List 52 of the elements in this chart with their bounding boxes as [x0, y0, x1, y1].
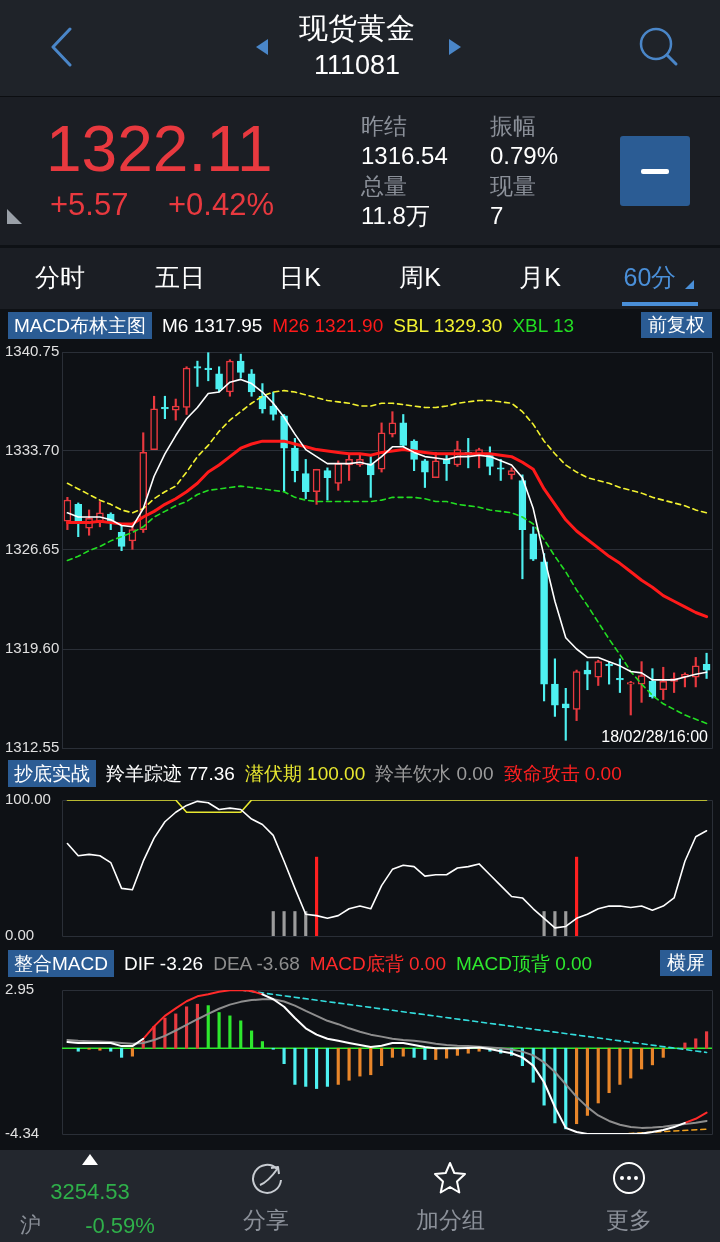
text: 致命攻击 0.00 — [503, 762, 622, 784]
y-tick-label: 1326.65 — [5, 540, 60, 558]
text: 日K — [279, 263, 321, 292]
text: MACD底背 0.00 — [309, 952, 446, 974]
y-tick-label: 2.95 — [5, 980, 35, 998]
chart-title: 整合MACD — [8, 949, 114, 977]
series-label: 潜伏期 100.00 — [244, 762, 366, 784]
text: XBL 13 — [512, 314, 575, 336]
text: 分享 — [243, 1207, 289, 1234]
text: 3254.53 — [50, 1179, 130, 1205]
text: 60分 — [623, 263, 677, 292]
text: 1322.11 — [46, 113, 273, 187]
text: M26 1321.90 — [272, 314, 384, 336]
text: 7 — [490, 202, 504, 230]
text: 前复权 — [641, 312, 712, 338]
text: DIF -3.26 — [123, 952, 204, 974]
text: +5.57 — [50, 187, 129, 223]
text: M6 1317.95 — [161, 314, 263, 336]
y-tick-label: 0.00 — [5, 926, 35, 944]
text: 11.8万 — [361, 202, 430, 230]
text: 羚羊饮水 0.00 — [375, 762, 494, 784]
text: 横屏 — [660, 950, 712, 976]
text: 振幅 — [490, 113, 536, 140]
text: 总量 — [361, 173, 407, 200]
text: 昨结 — [361, 113, 407, 140]
text: 周K — [399, 263, 441, 292]
text: 沪 — [20, 1213, 41, 1238]
y-tick-label: 1333.70 — [5, 441, 60, 459]
text: -0.59% — [85, 1213, 155, 1239]
chart-title: 抄底实战 — [8, 759, 96, 787]
text: SBL 1329.30 — [393, 314, 503, 336]
text: 更多 — [606, 1207, 652, 1234]
text: +0.42% — [168, 187, 275, 223]
text: 加分组 — [415, 1207, 485, 1234]
text: 现量 — [490, 173, 536, 200]
text: 五日 — [155, 263, 205, 292]
y-tick-label: 1312.55 — [5, 738, 60, 756]
y-tick-label: 1340.75 — [5, 342, 60, 360]
y-tick-label: -4.34 — [5, 1124, 40, 1142]
text: 分时 — [35, 263, 85, 292]
series-label: DEA -3.68 — [213, 952, 300, 974]
text: 111081 — [313, 50, 401, 82]
y-tick-label: 1319.60 — [5, 639, 60, 657]
text: MACD顶背 0.00 — [455, 952, 593, 974]
y-tick-label: 100.00 — [5, 790, 51, 808]
series-label: 羚羊踪迹 77.36 — [106, 762, 235, 784]
annotation: 18/02/28/16:00 — [601, 728, 708, 747]
text: 现货黄金 — [299, 12, 415, 46]
text: 月K — [519, 263, 561, 292]
text: 0.79% — [490, 142, 559, 170]
chart-title: MACD布林主图 — [8, 311, 152, 339]
text: 1316.54 — [361, 142, 448, 170]
